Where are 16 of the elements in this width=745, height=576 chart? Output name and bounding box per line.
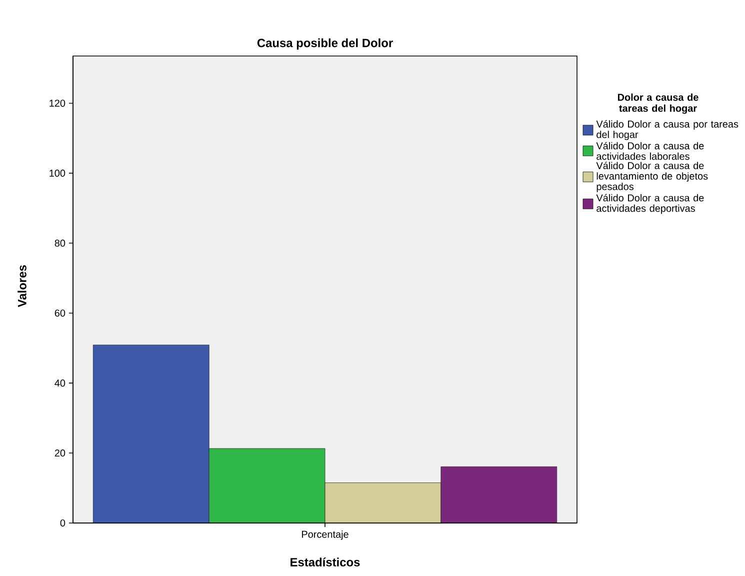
legend-label: Válido Dolor a causa de actividades laborales <box>596 142 704 160</box>
x-axis-title: Estadísticos <box>290 558 360 566</box>
y-tick-label: 60 <box>54 310 66 317</box>
legend-title: Dolor a causa de tareas del hogar <box>618 94 698 114</box>
y-tick-label: 100 <box>50 170 66 177</box>
legend-label: Válido Dolor a causa de levantamiento de objetos pesados <box>596 162 708 192</box>
legend-label: Válido Dolor a causa de actividades deportivas <box>596 194 704 214</box>
chart-title: Causa posible del Dolor <box>257 38 393 50</box>
y-axis-title: Valores <box>18 265 26 308</box>
y-tick-label: 20 <box>54 450 66 457</box>
y-tick-label: 40 <box>54 380 66 387</box>
y-tick-label: 120 <box>50 100 66 107</box>
legend-label: Válido Dolor a causa por tareas del hogar <box>596 120 738 140</box>
y-tick-label: 80 <box>54 240 66 247</box>
y-tick-label: 0 <box>60 519 66 527</box>
x-tick-label: Porcentaje <box>302 530 348 540</box>
